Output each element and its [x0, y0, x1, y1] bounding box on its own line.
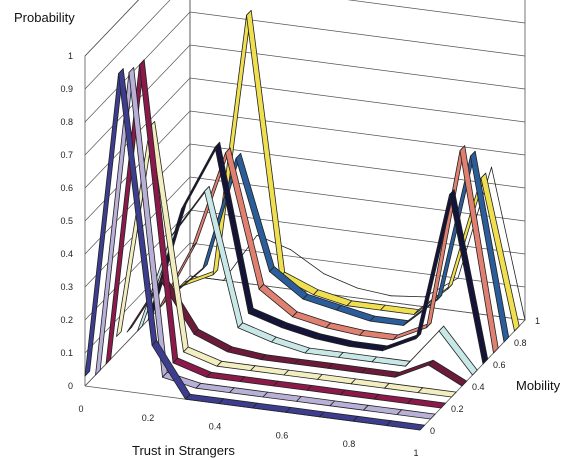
ribbon-segment	[250, 365, 290, 376]
ribbon-segment	[417, 387, 457, 398]
ribbon-segment	[239, 376, 279, 387]
chart-ribbons	[84, 9, 526, 431]
z-axis-title: Probability	[14, 10, 75, 25]
ribbon-segment	[373, 393, 413, 405]
z-tick-label: 0.2	[60, 315, 73, 325]
ribbon-segment	[369, 315, 409, 326]
ribbon-segment	[325, 322, 365, 336]
ribbon-segment	[315, 333, 355, 347]
y-tick-label: 0.6	[493, 360, 506, 370]
ribbon-segment	[359, 329, 399, 341]
ribbon-segment	[304, 347, 344, 358]
ribbon-segment	[271, 336, 311, 354]
gridline	[84, 44, 526, 156]
gridline	[84, 209, 526, 321]
z-tick-label: 1	[68, 51, 73, 61]
ribbon-segment	[348, 340, 388, 352]
x-tick-label: 0.6	[276, 430, 289, 440]
gridline	[84, 143, 526, 255]
ribbon-segment	[480, 172, 520, 332]
ribbon-segment	[206, 371, 246, 383]
ribbon-segment	[281, 322, 321, 340]
x-tick-label: 0.2	[142, 413, 155, 423]
x-tick-label: 0.8	[343, 439, 356, 449]
ribbon-segment	[338, 351, 378, 363]
ribbon-segment	[384, 382, 424, 394]
ribbon-segment	[283, 369, 323, 380]
ribbon-segment	[248, 307, 288, 329]
x-tick-label: 1	[413, 448, 418, 458]
y-tick-label: 1	[535, 316, 540, 326]
y-tick-label: 0.4	[472, 382, 485, 392]
gridline	[84, 11, 526, 123]
ribbon-segment	[470, 150, 510, 343]
ribbon-segment	[193, 328, 233, 353]
z-tick-label: 0.6	[60, 183, 73, 193]
z-tick-label: 0	[68, 381, 73, 391]
ribbon-segment	[396, 409, 436, 420]
ribbon-segment	[181, 141, 221, 210]
z-tick-label: 0.8	[60, 117, 73, 127]
ribbon-segment	[195, 382, 235, 394]
chart-ticks: 0 0.1 0.2 0.3 0.4 0.5 0.6 0.7 0.8 0.9 1 0 0.2 0.4 0.6 0…	[60, 51, 540, 458]
y-tick-label: 0.2	[451, 404, 464, 414]
ribbon-segment	[371, 356, 411, 367]
z-tick-label: 0.1	[60, 348, 73, 358]
ribbon-segment	[340, 389, 380, 400]
gridline	[84, 0, 526, 90]
ribbon-segment	[323, 273, 358, 289]
ribbon-segment	[260, 354, 300, 365]
x-tick-label: 0.4	[209, 422, 222, 432]
ribbon-segment	[285, 406, 325, 418]
ribbon-segment	[273, 380, 313, 391]
ribbon-segment	[438, 325, 478, 376]
ribbon-segment	[237, 322, 277, 343]
ribbon-segment	[390, 295, 425, 298]
ribbon-segment	[294, 358, 334, 369]
ribbon-segment	[292, 311, 332, 329]
ribbon-segment	[319, 411, 359, 422]
z-tick-label: 0.7	[60, 150, 73, 160]
ribbon-segment	[386, 420, 426, 431]
ribbon-segment	[227, 346, 267, 361]
z-tick-label: 0.3	[60, 282, 73, 292]
ribbon-segment	[306, 384, 346, 396]
series-ribbon	[84, 68, 426, 431]
ribbon-segment	[352, 415, 392, 427]
ribbon-segment	[216, 360, 256, 372]
ribbon-segment	[296, 395, 336, 407]
ribbon-segment	[363, 404, 403, 416]
ribbon-segment	[491, 166, 526, 321]
ribbon-segment	[407, 398, 447, 409]
ribbon-segment	[229, 387, 269, 398]
ribbon-segment	[428, 359, 468, 387]
series-ribbon	[105, 59, 447, 409]
x-axis-title: Trust in Strangers	[132, 443, 235, 458]
ribbon-segment	[357, 287, 392, 297]
ribbon-segment	[380, 304, 420, 315]
ribbon-segment	[350, 378, 390, 389]
z-tick-label: 0.4	[60, 249, 73, 259]
ribbon-segment	[329, 400, 369, 411]
gridline	[84, 0, 139, 57]
z-tick-label: 0.5	[60, 216, 73, 226]
ribbon-segment	[327, 362, 367, 374]
y-axis-title: Mobility	[516, 378, 561, 393]
ribbon-segment	[361, 367, 401, 378]
x-tick-label: 0	[78, 404, 83, 414]
ribbon-segment	[290, 249, 325, 275]
ribbon-segment	[218, 398, 258, 409]
z-tick-label: 0.9	[60, 84, 73, 94]
ribbon-segment	[317, 373, 357, 385]
ribbon-segment	[262, 391, 302, 402]
ribbon-segment	[185, 393, 225, 405]
ribbon-segment	[459, 145, 499, 354]
y-tick-label: 0	[430, 426, 435, 436]
ribbon-segment	[449, 189, 489, 365]
ribbon-segment	[252, 402, 292, 413]
y-tick-label: 0.8	[514, 338, 527, 348]
